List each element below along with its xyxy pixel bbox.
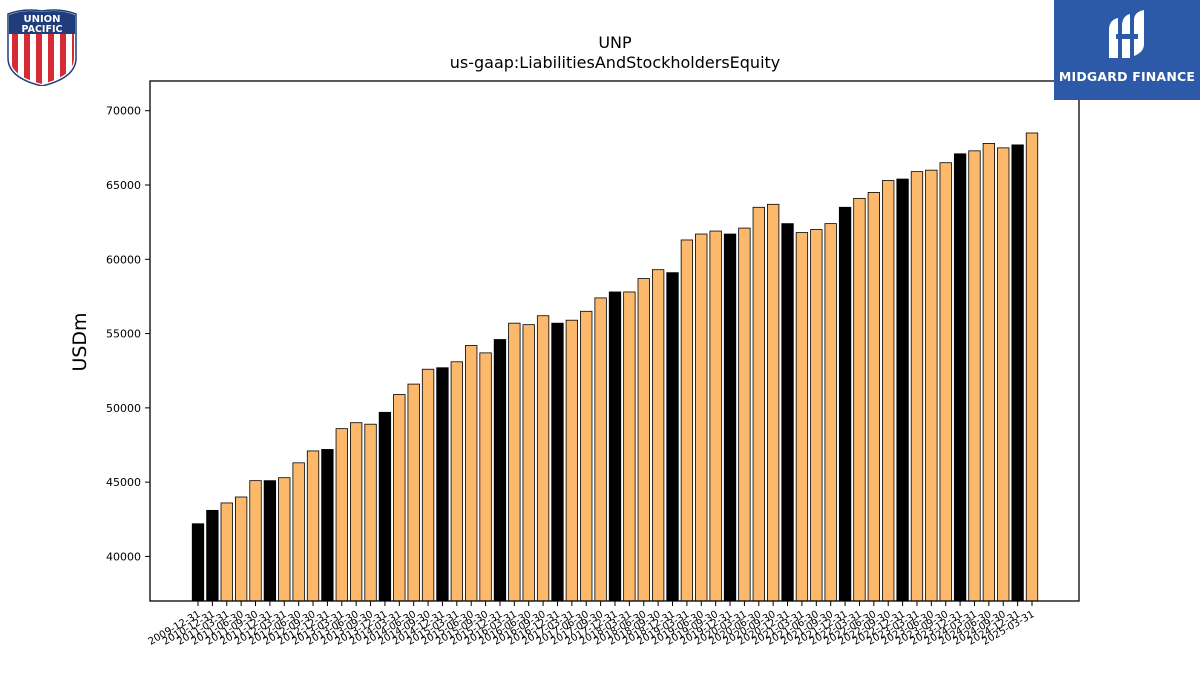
y-tick-label: 55000 [106,328,141,341]
bar-2021-03-31 [795,232,809,602]
bar-2022-12-31 [896,178,909,602]
bar-2017-12-31 [608,291,622,602]
bar-2019-03-31 [680,239,694,602]
bar-2020-03-31 [738,227,751,602]
bar-2021-09-30 [824,223,837,602]
chart-subtitle: us-gaap:LiabilitiesAndStockholdersEquity [450,53,781,72]
plot-frame [149,80,1080,602]
bar-2011-06-30 [234,496,248,602]
bar-2011-12-31 [263,480,277,602]
chart-title: UNP [598,33,632,52]
bar-2015-09-30 [479,352,492,602]
bars-group [191,132,1039,602]
bar-2017-03-31 [565,319,579,602]
y-tick-label: 50000 [106,402,141,415]
bar-2020-12-31 [781,223,794,602]
bar-2009-12-31 [191,523,205,602]
bar-2022-06-30 [867,192,880,602]
y-tick-label: 65000 [106,179,141,192]
bar-2014-09-30 [421,368,435,602]
bar-2018-03-31 [623,291,636,602]
bar-2024-12-31 [1011,144,1024,602]
bar-2023-03-31 [910,171,924,602]
bar-2024-06-30 [982,142,996,602]
bar-2012-09-30 [306,450,320,602]
bar-2020-06-30 [752,206,765,602]
bar-2018-12-31 [666,272,679,602]
bar-2012-06-30 [292,462,305,602]
bar-2018-06-30 [637,278,650,602]
bar-2015-03-31 [450,361,463,602]
bar-2024-09-30 [997,147,1010,602]
bar-2012-12-31 [321,449,334,602]
bar-2016-03-31 [508,322,521,602]
union-text: UNION [23,14,60,25]
bar-2010-12-31 [206,509,219,602]
bar-2013-03-31 [335,428,348,602]
y-tick-label: 45000 [106,476,141,489]
bar-2014-03-31 [393,394,406,602]
bar-2015-12-31 [493,339,507,602]
bar-2021-06-30 [810,229,823,602]
bar-2022-03-31 [853,197,866,602]
y-tick-label: 60000 [106,253,141,266]
bar-2016-09-30 [536,315,550,602]
bar-2013-09-30 [364,423,377,602]
bar-2021-12-31 [838,206,852,602]
midgard-mark-icon [1109,10,1144,58]
bar-2013-12-31 [378,411,392,602]
pacific-text: PACIFIC [22,24,63,35]
bar-2016-12-31 [551,322,564,602]
bar-2017-09-30 [594,297,607,602]
midgard-brand-text: MIDGARD FINANCE [1058,69,1196,84]
bar-2011-09-30 [249,480,262,602]
y-tick-label: 40000 [106,550,141,563]
union-pacific-logo: UNION PACIFIC [7,9,77,86]
bar-2017-06-30 [580,310,593,602]
bar-2025-03-31 [1025,132,1039,602]
bar-2011-03-31 [220,502,233,602]
bar-2022-09-30 [882,180,895,602]
bar-2019-06-30 [695,233,708,602]
bar-2014-06-30 [407,383,420,602]
bar-2016-06-30 [522,324,535,602]
bar-2019-12-31 [723,233,737,602]
bar-2018-09-30 [651,269,665,602]
bar-2023-09-30 [939,162,952,602]
bar-2013-06-30 [350,422,363,602]
bar-2024-03-31 [968,150,981,602]
bar-2014-12-31 [436,367,449,602]
bar-2012-03-31 [278,477,291,602]
bar-2023-06-30 [925,169,938,602]
y-tick-label: 70000 [106,105,141,118]
bar-2019-09-30 [709,230,722,602]
bar-2015-06-30 [465,345,478,602]
y-axis-ticks: 40000 45000 50000 55000 60000 65000 70000 [106,105,150,563]
bar-2023-12-31 [953,153,967,602]
bar-2020-09-30 [767,203,780,602]
y-axis-label: USDm [69,312,91,371]
midgard-finance-logo: MIDGARD FINANCE [1054,0,1200,100]
x-axis-ticks: 2009-12-312010-12-312011-03-312011-06-30… [147,601,1037,648]
